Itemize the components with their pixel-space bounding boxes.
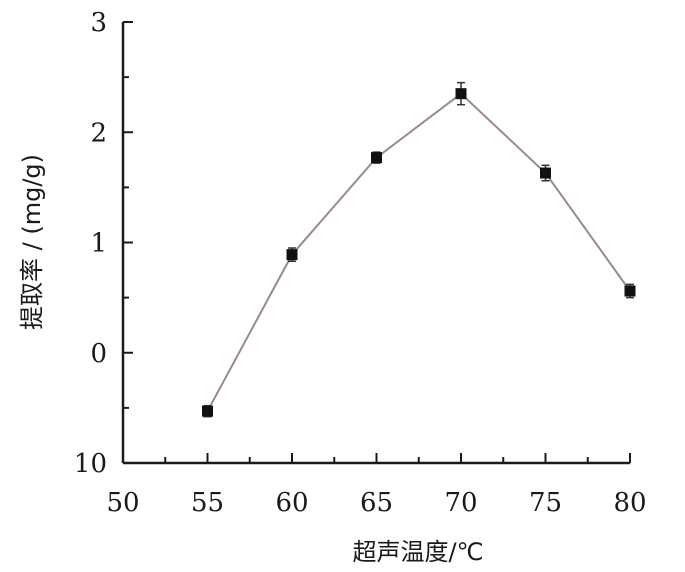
x-tick-label: 75 — [529, 488, 562, 518]
data-point — [455, 88, 467, 100]
series-layer — [202, 81, 636, 418]
y-tick-label: 0 — [90, 339, 107, 369]
y-tick-label: 1 — [90, 229, 107, 259]
x-tick-label: 55 — [191, 488, 224, 518]
x-tick-label: 80 — [613, 488, 646, 518]
data-point — [540, 167, 551, 179]
y-axis-title: 提取率 / (mg/g) — [18, 154, 46, 330]
x-tick-label: 60 — [275, 488, 308, 518]
y-axis: 10 0 1 2 3 — [74, 8, 133, 479]
x-axis-title: 超声温度/℃ — [352, 538, 483, 566]
x-tick-label: 65 — [360, 488, 393, 518]
y-tick-label: 2 — [90, 118, 107, 148]
data-point — [624, 285, 636, 297]
data-point — [371, 152, 382, 164]
x-axis: 50 55 60 65 70 75 80 — [106, 453, 647, 518]
y-tick-label: 3 — [90, 8, 107, 38]
y-tick-label: 10 — [74, 449, 107, 479]
x-tick-label: 50 — [106, 488, 139, 518]
data-point — [202, 405, 213, 417]
data-point — [286, 249, 298, 261]
x-tick-label: 70 — [444, 488, 477, 518]
series-line — [206, 92, 631, 412]
